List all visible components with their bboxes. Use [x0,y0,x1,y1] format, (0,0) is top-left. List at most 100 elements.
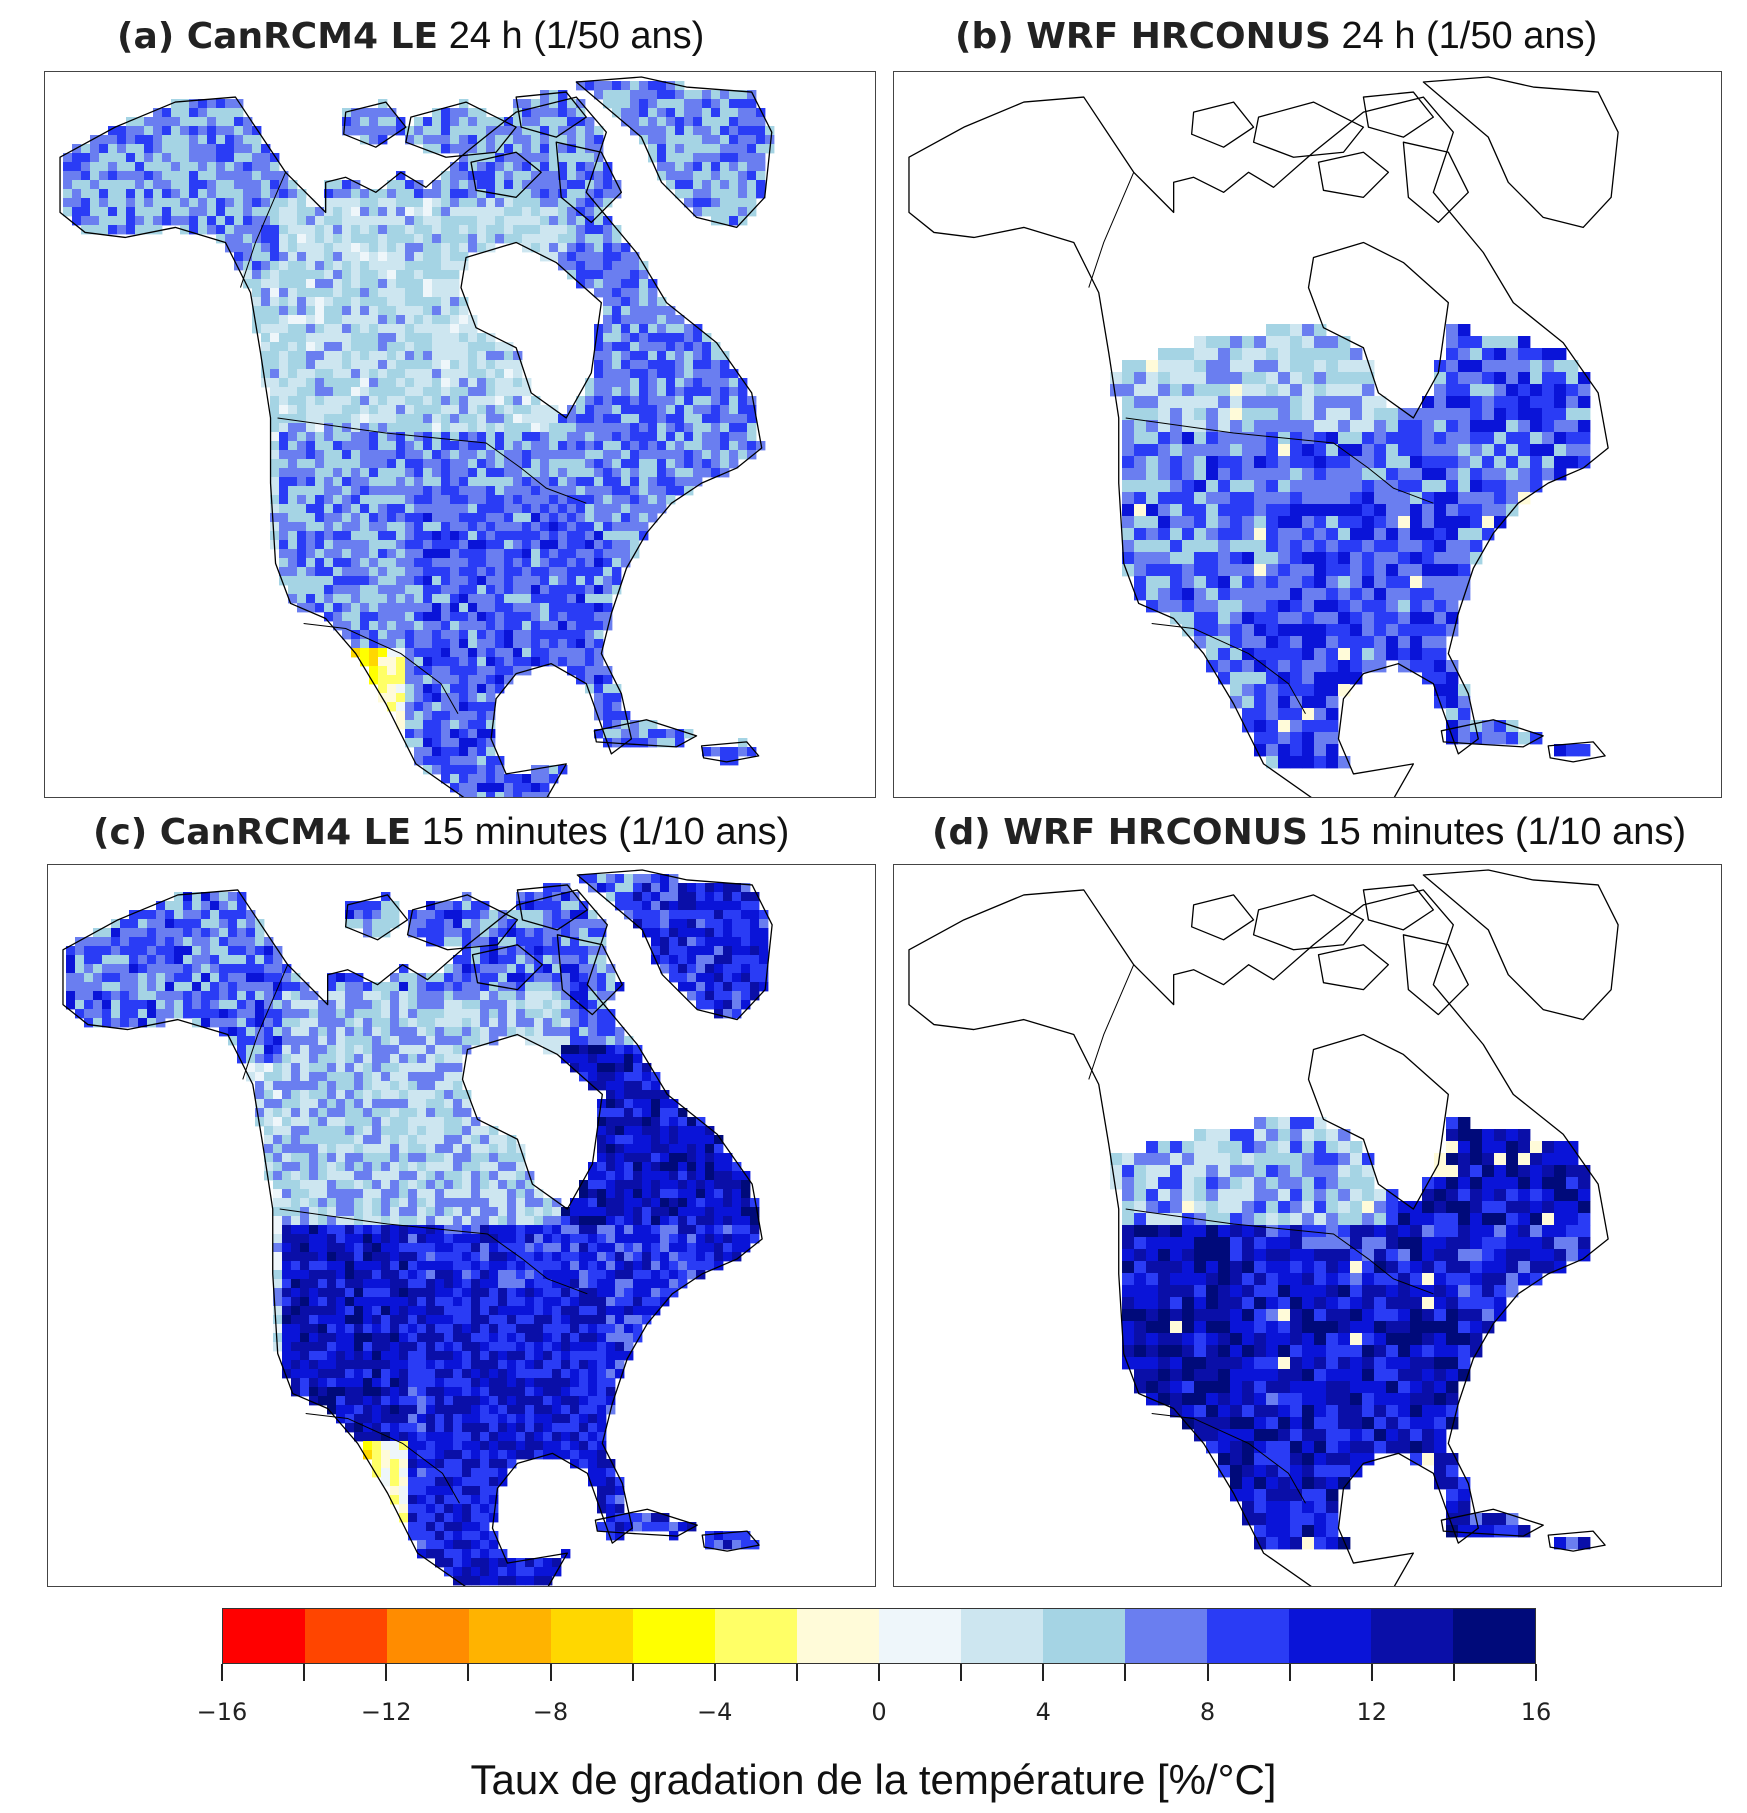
grid-cell [1194,612,1207,625]
grid-cell [291,1360,301,1370]
grid-cell [1494,384,1507,397]
grid-cell [603,180,613,190]
grid-cell [1278,636,1291,649]
grid-cell [693,180,703,190]
grid-cell [549,774,559,784]
grid-cell [756,135,766,145]
grid-cell [666,441,676,451]
grid-cell [531,774,541,784]
grid-cell [585,117,595,127]
grid-cell [648,324,658,334]
grid-cell [540,585,550,595]
grid-cell [360,648,370,658]
north-america-coast [908,96,1609,797]
grid-cell [1266,732,1279,745]
grid-cell [273,1153,283,1163]
grid-cell [1218,504,1231,517]
grid-cell [135,189,145,199]
grid-cell [297,351,307,361]
grid-cell [711,360,721,370]
grid-cell [666,495,676,505]
grid-cell [738,423,748,433]
grid-cell [558,630,568,640]
grid-cell [324,333,334,343]
grid-cell [279,477,289,487]
grid-cell [198,99,208,109]
grid-cell [531,477,541,487]
grid-cell [327,1315,337,1325]
grid-cell [309,1063,319,1073]
grid-cell [282,1036,292,1046]
grid-cell [345,1000,355,1010]
grid-cell [171,153,181,163]
grid-cell [414,711,424,721]
grid-cell [1494,408,1507,421]
grid-cell [102,1018,112,1028]
grid-cell [270,486,280,496]
grid-cell [111,928,121,938]
grid-cell [1338,564,1351,577]
grid-cell [225,234,235,244]
grid-cell [432,756,442,766]
grid-cell [369,459,379,469]
grid-cell [336,1369,346,1379]
grid-cell [657,738,667,748]
grid-cell [336,1225,346,1235]
grid-cell [1218,600,1231,613]
grid-cell [1242,708,1255,721]
grid-cell [558,468,568,478]
grid-cell [1446,708,1459,721]
grid-cell [477,360,487,370]
grid-cell [1122,480,1135,493]
grid-cell [1278,456,1291,469]
grid-cell [747,153,757,163]
grid-cell [414,360,424,370]
grid-cell [414,549,424,559]
grid-cell [273,1288,283,1298]
grid-cell [315,567,325,577]
grid-cell [729,189,739,199]
grid-cell [450,198,460,208]
grid-cell [414,342,424,352]
grid-cell [1254,624,1267,637]
grid-cell [324,549,334,559]
grid-cell [333,576,343,586]
grid-cell [135,198,145,208]
grid-cell [747,135,757,145]
grid-cell [702,153,712,163]
grid-cell [315,405,325,415]
grid-cell [585,558,595,568]
grid-cell [513,135,523,145]
grid-cell [360,117,370,127]
grid-cell [558,243,568,253]
grid-cell [333,468,343,478]
grid-cell [282,1270,292,1280]
grid-cell [594,702,604,712]
grid-cell [495,639,505,649]
grid-cell [468,207,478,217]
grid-cell [309,1018,319,1028]
grid-cell [1134,444,1147,457]
grid-cell [282,1054,292,1064]
grid-cell [549,603,559,613]
grid-cell [423,495,433,505]
grid-cell [75,991,85,1001]
grid-cell [1350,552,1363,565]
grid-cell [378,297,388,307]
grid-cell [711,216,721,226]
grid-cell [423,684,433,694]
grid-cell [354,1126,364,1136]
grid-cell [306,252,316,262]
grid-cell [300,1297,310,1307]
grid-cell [459,189,469,199]
grid-cell [522,423,532,433]
grid-cell [378,243,388,253]
grid-cell [1422,588,1435,601]
grid-cell [306,315,316,325]
grid-cell [666,486,676,496]
grid-cell [360,612,370,622]
grid-cell [414,297,424,307]
grid-cell [1230,456,1243,469]
grid-cell [1410,480,1423,493]
grid-cell [720,153,730,163]
